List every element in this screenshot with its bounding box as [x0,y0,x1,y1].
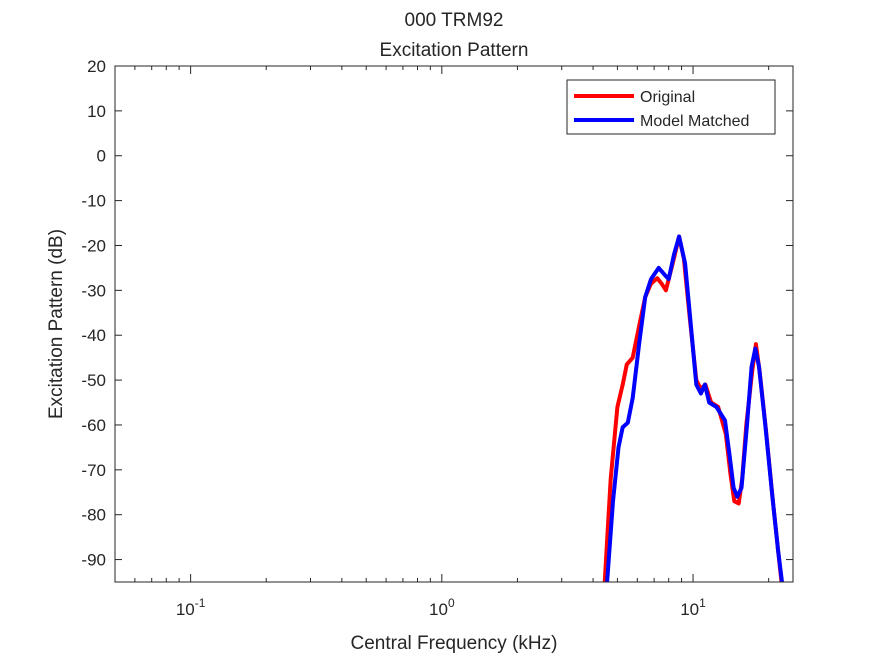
y-tick-label: 0 [97,147,106,166]
plot-area [115,66,793,582]
y-tick-label: -20 [81,236,106,255]
x-tick-label: 101 [680,596,706,619]
y-tick-label: 10 [87,102,106,121]
x-axis-label: Central Frequency (kHz) [351,633,558,654]
y-tick-label: -70 [81,461,106,480]
plot-frame [114,65,794,583]
y-tick-label: -80 [81,506,106,525]
y-tick-labels: 20 10 0 -10 -20 -30 -40 -50 -60 -70 -80 -90 [81,57,106,570]
x-tick-label: 10-1 [176,596,206,619]
y-tick-label: -40 [81,326,106,345]
legend-box [566,79,776,135]
y-tick-label: 20 [87,57,106,76]
legend-label-original: Original [640,89,695,106]
x-tick-label: 100 [429,596,455,619]
y-tick-label: -50 [81,371,106,390]
y-axis-label: Excitation Pattern (dB) [46,229,67,419]
series-lines [602,234,784,582]
chart-title: 000 TRM92 [405,10,504,31]
y-tick-label: -10 [81,192,106,211]
legend-label-model-matched: Model Matched [640,113,749,130]
y-tick-label: -30 [81,281,106,300]
x-tick-labels: 10-1 100 101 [176,596,706,619]
legend: Original Model Matched [566,79,776,135]
y-tick-label: -60 [81,416,106,435]
chart-subtitle: Excitation Pattern [380,40,529,61]
series-line-model-matched [605,234,784,582]
tick-marks [114,65,793,582]
y-tick-label: -90 [81,551,106,570]
